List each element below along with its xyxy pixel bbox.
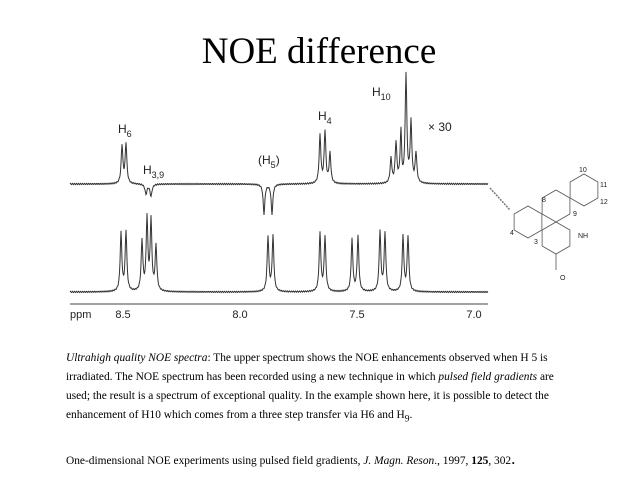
axis-tick-label: 8.5 <box>115 309 130 321</box>
ring <box>541 221 571 255</box>
structure-label: NH <box>578 233 588 240</box>
reference-run: ., 1997, <box>434 455 472 467</box>
caption-run: . <box>409 409 413 421</box>
reference-run: 125 <box>471 455 489 467</box>
peak-label-sub: 3,9 <box>152 170 165 180</box>
structure-label: 11 <box>600 182 607 189</box>
caption-run: are used; the result is a spectrum of ex… <box>66 371 554 421</box>
peak-label-sub: 6 <box>127 129 132 139</box>
caption-run: Ultrahigh quality NOE spectra <box>66 352 208 364</box>
reference-run: One-dimensional NOE experiments using pu… <box>66 455 364 467</box>
caption: Ultrahigh quality NOE spectra: The upper… <box>66 349 571 429</box>
axis-tick-label: 7.0 <box>466 309 481 321</box>
peak-label: (H5) <box>258 153 280 170</box>
peak-label-main: H <box>372 85 381 99</box>
reference-run: J. Magn. Reson <box>363 455 435 467</box>
caption-run: pulsed field gradients <box>438 371 538 383</box>
structure-label: 3 <box>534 239 538 246</box>
peak-label-sub: 10 <box>381 92 391 102</box>
structure-label: 12 <box>600 199 608 206</box>
caption-run: 9 <box>404 414 410 425</box>
ring <box>541 189 571 223</box>
structure-label: 8 <box>542 197 546 204</box>
peak-label-main: H <box>143 163 152 177</box>
ring <box>513 205 543 239</box>
peak-label-sub: 4 <box>327 116 332 126</box>
reference: One-dimensional NOE experiments using pu… <box>66 449 626 469</box>
spectrum-trace <box>69 213 489 294</box>
peak-label-main: (H <box>258 153 271 167</box>
axis-unit: ppm <box>70 309 91 321</box>
peak-label: H6 <box>118 122 132 139</box>
peak-label: H4 <box>318 109 332 126</box>
spectrum-trace <box>69 71 489 216</box>
peak-label-main: H <box>118 122 127 136</box>
axis-tick-label: 8.0 <box>232 309 247 321</box>
irradiation-arrow <box>489 187 511 211</box>
scale-note: × 30 <box>428 120 452 134</box>
structure-label: 10 <box>579 167 587 174</box>
peak-label-sub: 5 <box>271 160 276 170</box>
axis-tick-label: 7.5 <box>349 309 364 321</box>
peak-label-tail: ) <box>276 153 280 167</box>
ring <box>569 173 599 207</box>
reference-run: . <box>511 449 516 468</box>
caption-run: : The upper spectrum shows the NOE enhan… <box>66 352 548 383</box>
peak-label: H10 <box>372 85 391 102</box>
peak-label: H3,9 <box>143 163 164 180</box>
reference-run: , 302 <box>488 455 512 467</box>
peak-label-main: H <box>318 109 327 123</box>
slide-title: NOE difference <box>201 31 437 72</box>
structure-label: 4 <box>510 230 514 237</box>
structure-label: 9 <box>573 211 577 218</box>
structure-label: O <box>560 275 566 282</box>
